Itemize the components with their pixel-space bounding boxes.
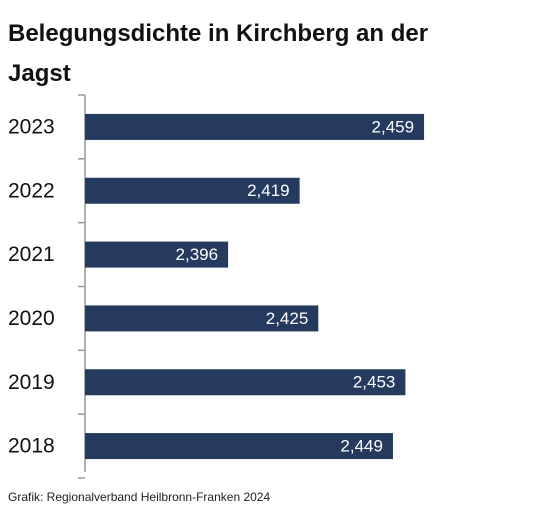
bar — [85, 433, 393, 460]
y-tick-label: 2019 — [8, 371, 55, 394]
data-label: 2,453 — [353, 373, 396, 392]
data-label: 2,425 — [266, 309, 309, 328]
source: Grafik: Regionalverband Heilbronn-Franke… — [8, 490, 270, 504]
y-tick-label: 2020 — [8, 307, 55, 330]
bar — [85, 305, 319, 332]
data-label: 2,396 — [176, 245, 219, 264]
y-tick-label: 2018 — [8, 435, 55, 458]
y-tick-label: 2022 — [8, 179, 55, 202]
bar — [85, 177, 300, 204]
bar — [85, 113, 425, 140]
data-label: 2,419 — [247, 181, 290, 200]
data-label: 2,449 — [340, 437, 383, 456]
bar — [85, 369, 406, 396]
bar — [85, 241, 229, 268]
y-tick-label: 2023 — [8, 115, 55, 138]
chart-title: Belegungsdichte in Kirchberg an der Jags… — [8, 20, 429, 87]
y-tick-label: 2021 — [8, 243, 55, 266]
data-label: 2,459 — [372, 117, 415, 136]
